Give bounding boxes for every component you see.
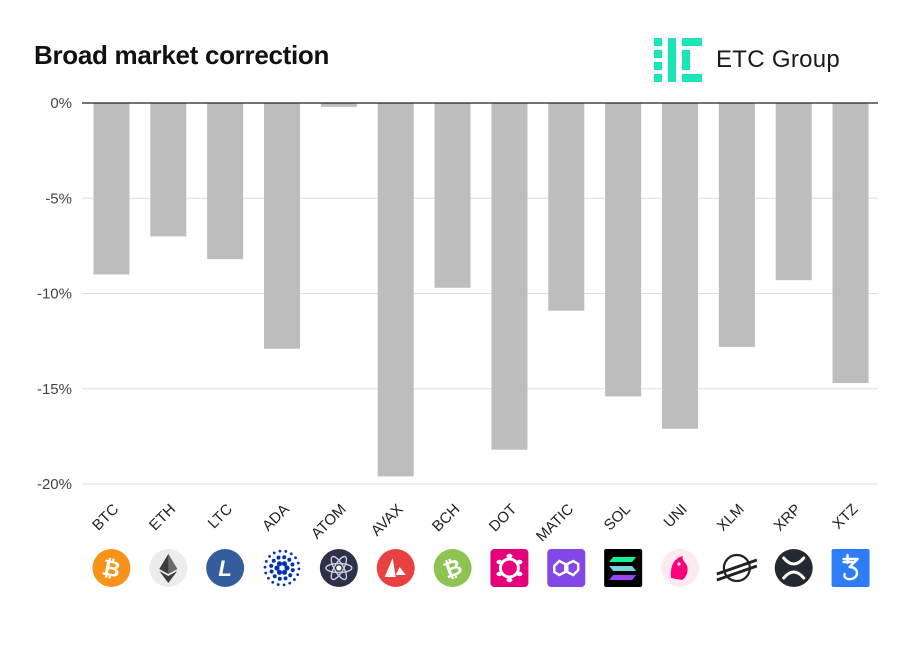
bar-xlm: [718, 103, 755, 347]
logo-block: [682, 74, 702, 82]
x-tick-label: BCH: [429, 501, 463, 535]
logo-block: [654, 38, 662, 46]
y-tick-label: -5%: [45, 190, 72, 207]
bar-xtz: [832, 103, 869, 384]
brand-logo: ETC Group: [654, 38, 840, 82]
bar-eth: [150, 103, 187, 237]
x-tick-label: XLM: [714, 501, 748, 535]
brand-name: ETC Group: [716, 46, 841, 73]
logo-block: [654, 74, 662, 82]
x-tick-label: MATIC: [533, 501, 577, 545]
bars: [93, 103, 869, 477]
logo-block: [682, 50, 690, 70]
ada-icon: [263, 549, 301, 587]
y-axis-ticks: 0% -5% -10% -15% -20%: [37, 95, 72, 493]
x-tick-label: AVAX: [368, 501, 407, 540]
bar-atom: [320, 103, 357, 107]
bar-avax: [377, 103, 414, 477]
btc-icon: ₿: [92, 549, 131, 587]
svg-text:L: L: [218, 556, 231, 581]
bar-xrp: [775, 103, 812, 281]
y-tick-label: 0%: [50, 95, 72, 112]
bar-ada: [264, 103, 300, 349]
etc-group-logo-icon: [654, 38, 702, 82]
logo-block: [682, 38, 702, 46]
svg-text:₿: ₿: [100, 554, 123, 582]
coin-icons: ₿ L ₿: [92, 549, 870, 587]
bar-ltc: [207, 103, 244, 260]
bar-bch: [434, 103, 471, 288]
atom-icon: [319, 549, 358, 587]
x-tick-label: XTZ: [829, 501, 861, 533]
avax-icon: [376, 549, 415, 587]
xrp-icon: [774, 549, 813, 587]
x-tick-label: ETH: [146, 501, 179, 534]
y-tick-label: -20%: [37, 476, 72, 493]
x-tick-label: XRP: [771, 501, 805, 535]
x-tick-label: UNI: [661, 501, 691, 531]
dot-icon: [490, 549, 529, 587]
bar-dot: [491, 103, 528, 450]
x-tick-label: LTC: [205, 501, 236, 532]
matic-icon: [547, 549, 586, 587]
xlm-icon: [716, 553, 758, 583]
x-tick-label: BTC: [89, 501, 122, 534]
gridlines: [82, 197, 878, 485]
ltc-icon: L: [206, 549, 245, 587]
x-axis-labels: BTC ETH LTC ADA ATOM AVAX BCH DOT MATIC SOL UNI XLM…: [89, 501, 861, 545]
sol-icon: [604, 549, 643, 587]
logo-block: [654, 50, 662, 58]
eth-icon: [149, 549, 188, 587]
uni-icon: [661, 549, 699, 587]
logo-block: [668, 38, 676, 82]
bch-icon: ₿: [433, 549, 472, 587]
bar-uni: [662, 103, 698, 429]
logo-block: [654, 62, 662, 70]
x-tick-label: ADA: [259, 501, 293, 535]
bar-btc: [93, 103, 130, 275]
x-tick-label: ATOM: [308, 501, 350, 543]
x-tick-label: DOT: [486, 501, 520, 535]
bar-matic: [548, 103, 585, 311]
bar-sol: [605, 103, 642, 397]
y-tick-label: -10%: [37, 286, 72, 303]
x-tick-label: SOL: [601, 501, 634, 534]
xtz-icon: [831, 549, 870, 587]
y-tick-label: -15%: [37, 381, 72, 398]
chart-title: Broad market correction: [34, 40, 330, 70]
